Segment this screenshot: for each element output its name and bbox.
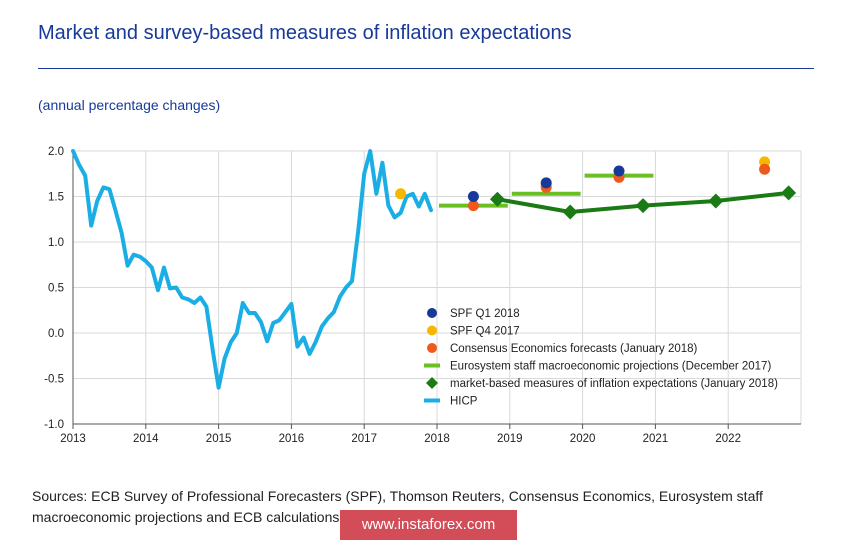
x-tick-label: 2021: [643, 433, 669, 445]
x-tick-label: 2022: [715, 433, 741, 445]
legend-swatch-spf-q1: [427, 308, 437, 318]
watermark: www.instaforex.com: [340, 510, 517, 540]
hicp-line: [71, 149, 433, 390]
y-tick-label: 0.0: [48, 328, 64, 340]
legend-label: Eurosystem staff macroeconomic projectio…: [450, 361, 771, 373]
legend-label: SPF Q4 2017: [450, 326, 520, 338]
legend-label: Consensus Economics forecasts (January 2…: [450, 343, 698, 355]
x-tick-label: 2018: [424, 433, 450, 445]
legend: SPF Q1 2018 SPF Q4 2017 Consensus Economic…: [424, 308, 778, 408]
x-tick-label: 2020: [570, 433, 596, 445]
x-tick-label: 2015: [206, 433, 232, 445]
market-based-diamond: [489, 191, 505, 207]
legend-swatch-consensus: [427, 343, 437, 353]
legend-label: SPF Q1 2018: [450, 308, 520, 320]
series-layer: [71, 149, 797, 390]
spf-q1-2018-point: [467, 191, 479, 202]
spf-q1-2018-point: [613, 165, 625, 177]
x-tick-label: 2014: [133, 433, 159, 445]
legend-swatch-spf-q4: [427, 325, 437, 336]
source-note: Sources: ECB Survey of Professional Fore…: [32, 488, 763, 525]
x-tick-label: 2013: [60, 433, 86, 445]
market-based-diamond: [708, 193, 724, 209]
y-tick-label: 1.0: [48, 237, 64, 249]
y-tick-label: 0.5: [48, 283, 64, 295]
x-tick-label: 2019: [497, 433, 523, 445]
consensus-forecast-point: [759, 163, 771, 175]
x-tick-label: 2016: [279, 433, 305, 445]
legend-swatch-market-based: [426, 377, 438, 389]
consensus-forecast-point: [467, 200, 479, 212]
chart-title: Market and survey-based measures of infl…: [38, 22, 572, 44]
chart-subtitle: (annual percentage changes): [38, 97, 221, 113]
x-tick-label: 2017: [351, 433, 377, 445]
y-tick-label: 2.0: [48, 146, 64, 158]
spf-q1-2018-point: [540, 177, 552, 189]
title-divider: [38, 68, 814, 69]
y-tick-label: -1.0: [44, 419, 64, 431]
y-tick-label: 1.5: [48, 192, 64, 204]
market-based-diamond: [635, 198, 651, 214]
axes: [72, 151, 801, 429]
y-axis-tick-labels: 2.0 1.5 1.0 0.5 0.0 -0.5 -1.0: [44, 146, 64, 431]
market-based-diamond: [781, 185, 797, 201]
market-based-diamond: [562, 204, 578, 220]
y-tick-label: -0.5: [44, 374, 64, 386]
inflation-chart: 2.0 1.5 1.0 0.5 0.0 -0.5 -1.0 2013 2014 2015 2016…: [44, 146, 802, 445]
legend-label: market-based measures of inflation expec…: [450, 378, 778, 390]
legend-label: HICP: [450, 396, 478, 408]
x-axis-tick-labels: 2013 2014 2015 2016 2017 2018 2019 2020 2021 2022: [60, 433, 741, 445]
spf-q4-2017-point: [395, 188, 407, 200]
